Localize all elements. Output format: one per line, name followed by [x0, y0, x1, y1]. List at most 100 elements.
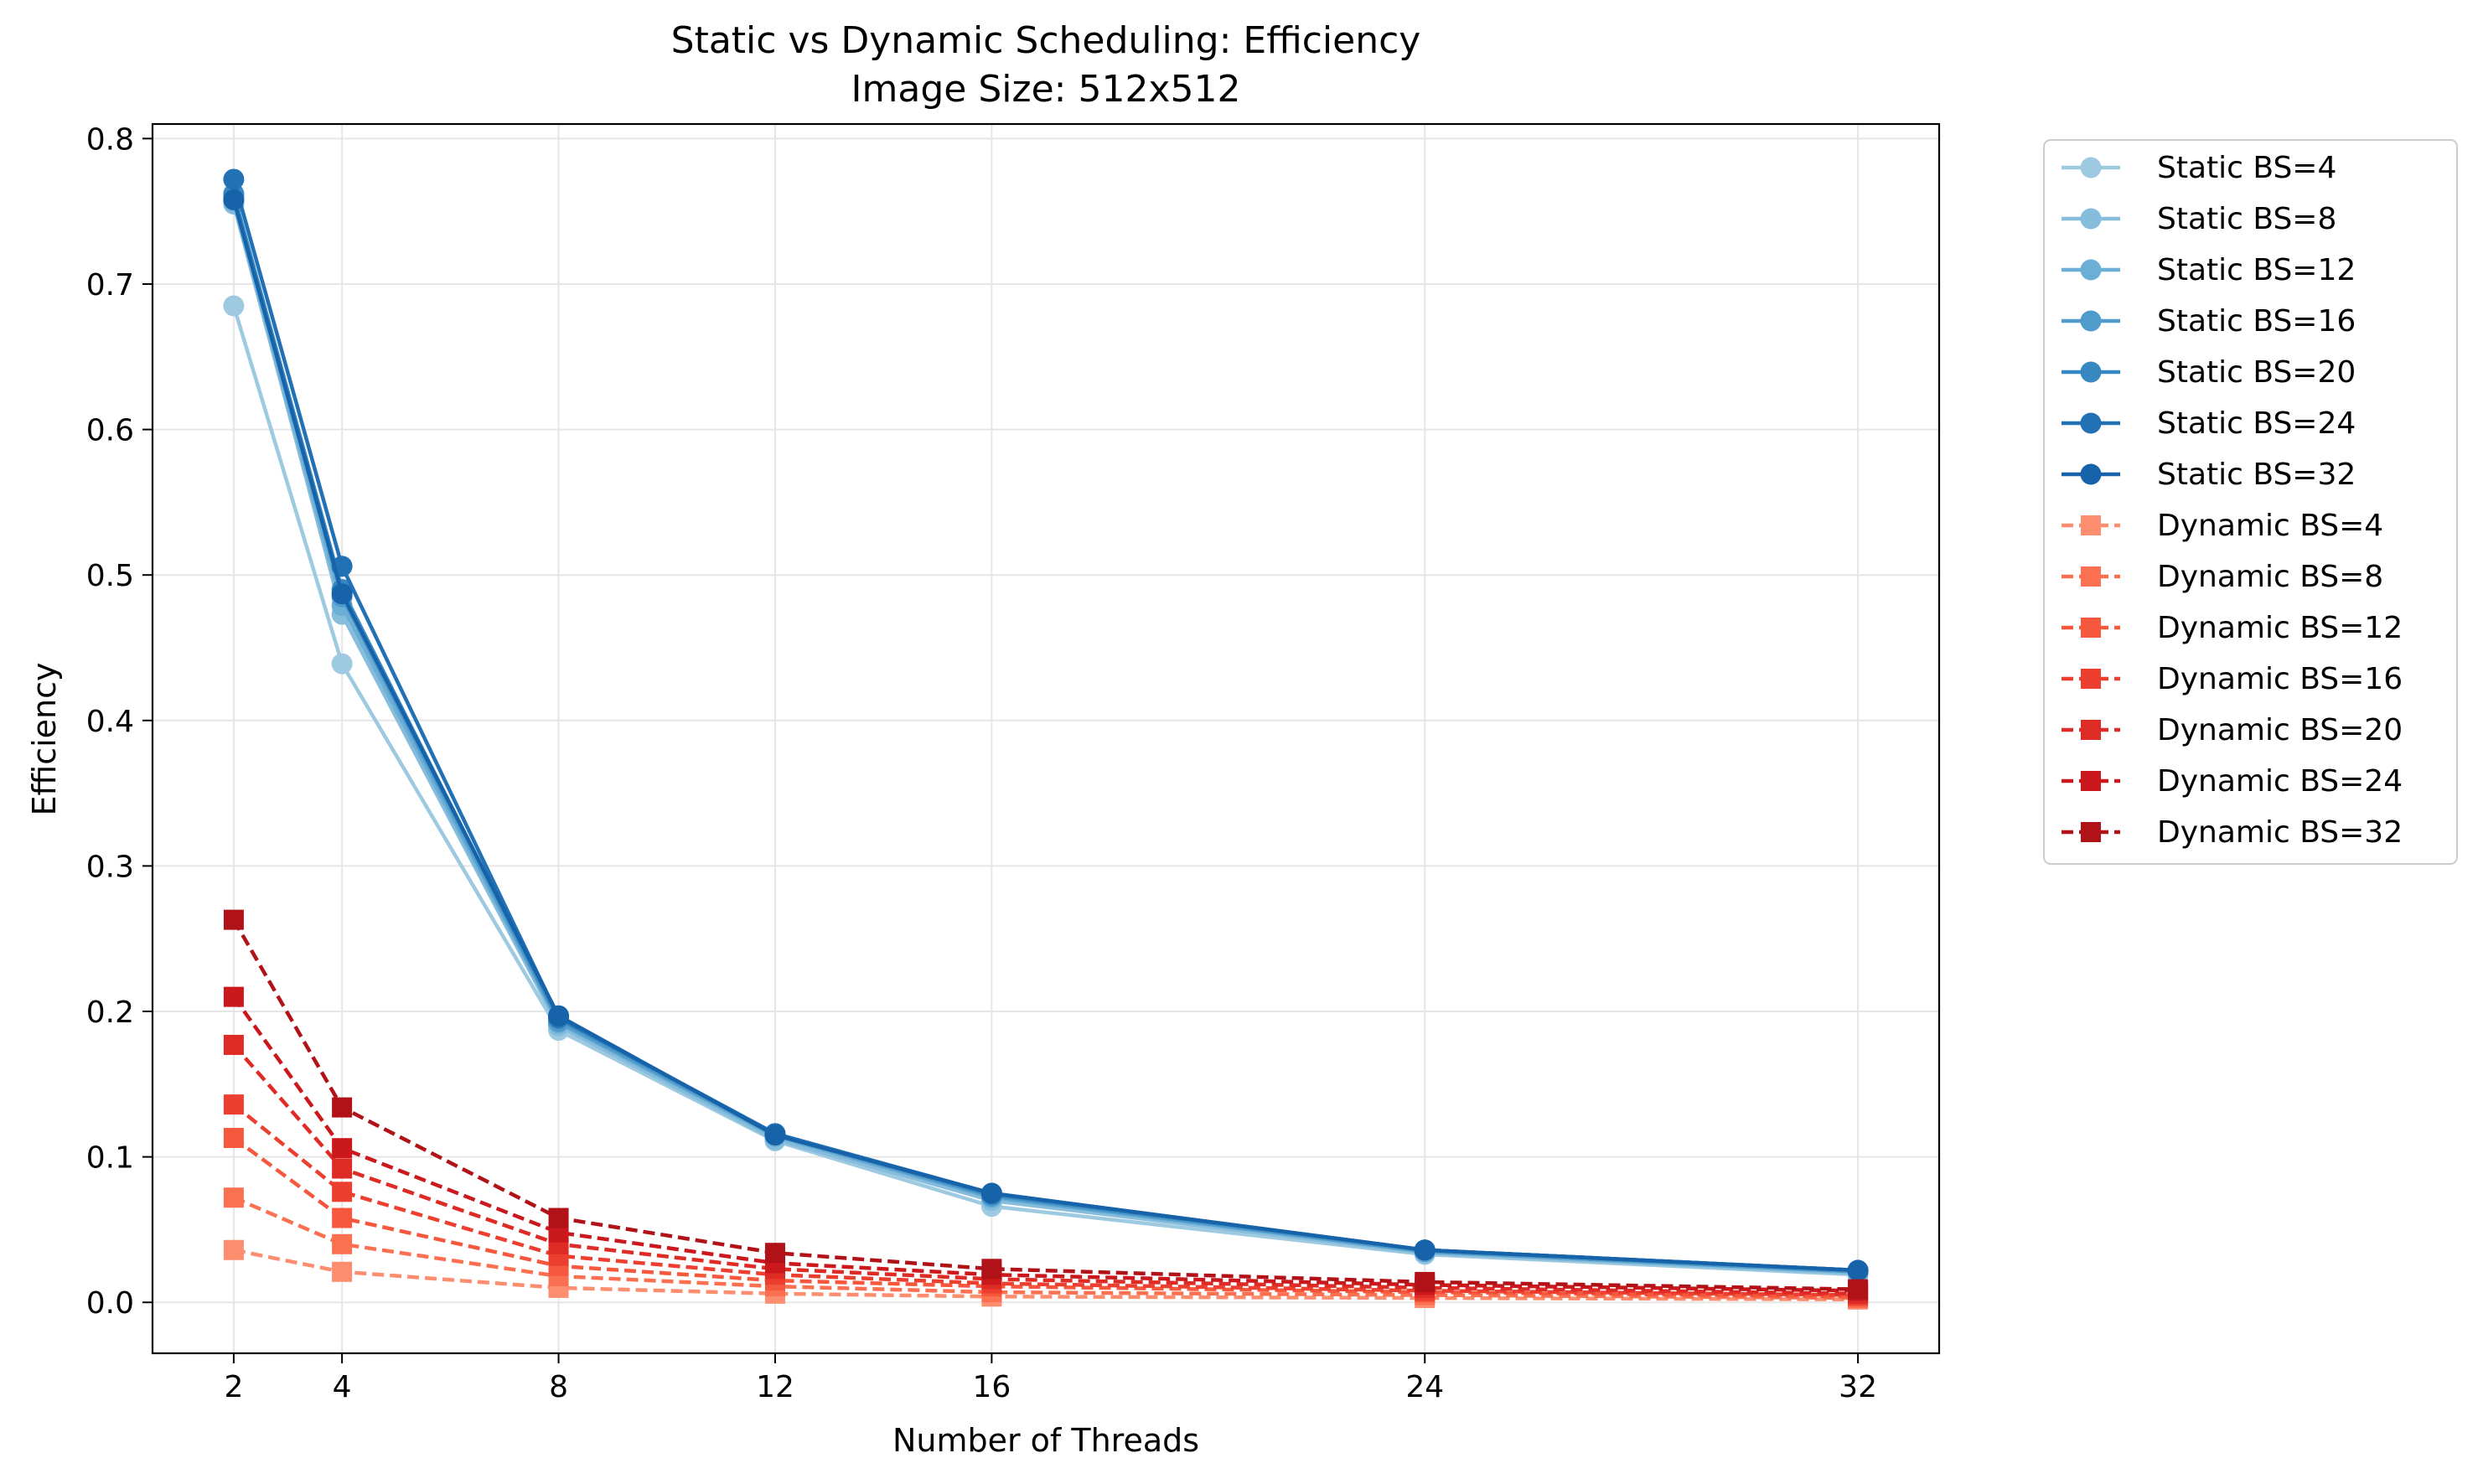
legend-label: Static BS=4	[2157, 151, 2336, 185]
x-tick-label: 24	[1405, 1370, 1444, 1404]
data-point	[1414, 1239, 1436, 1261]
data-point	[548, 1207, 569, 1228]
x-tick-label: 4	[333, 1370, 352, 1404]
y-tick-label: 0.2	[86, 995, 134, 1030]
legend-entries: Static BS=4 Static BS=8 Static BS=12 Static…	[2062, 151, 2403, 850]
data-point	[332, 1233, 353, 1254]
data-point	[331, 583, 353, 605]
grid	[153, 124, 1939, 1353]
legend-label: Static BS=32	[2157, 458, 2356, 492]
legend-entry: Dynamic BS=8	[2062, 560, 2383, 594]
y-axis-label: Efficiency	[26, 662, 63, 815]
x-tick-label: 32	[1839, 1370, 1877, 1404]
legend-marker	[2080, 208, 2102, 230]
data-point	[332, 1138, 353, 1159]
series-static-bs-32	[223, 189, 1869, 1281]
legend-entry: Dynamic BS=4	[2062, 509, 2383, 543]
legend-entry: Dynamic BS=32	[2062, 815, 2403, 850]
y-tick-label: 0.0	[86, 1286, 134, 1321]
legend-label: Dynamic BS=12	[2157, 611, 2403, 645]
legend-marker	[2080, 412, 2102, 434]
legend-label: Dynamic BS=24	[2157, 764, 2403, 799]
legend-entry: Static BS=8	[2062, 202, 2336, 236]
legend-marker	[2080, 361, 2102, 383]
x-tick-label: 8	[549, 1370, 568, 1404]
legend-marker	[2080, 310, 2102, 332]
data-point	[1847, 1259, 1869, 1281]
data-point	[332, 1097, 353, 1118]
legend-entry: Dynamic BS=20	[2062, 713, 2403, 747]
legend-entry: Static BS=32	[2062, 458, 2356, 492]
legend-marker	[2081, 669, 2101, 689]
y-tick-label: 0.6	[86, 414, 134, 448]
legend-label: Dynamic BS=4	[2157, 509, 2383, 543]
legend-entry: Dynamic BS=12	[2062, 611, 2403, 645]
y-tick-label: 0.8	[86, 122, 134, 157]
legend-entry: Dynamic BS=16	[2062, 662, 2403, 696]
data-point	[980, 1182, 1002, 1204]
data-point	[332, 1207, 353, 1228]
series-dynamic-bs-32	[223, 909, 1869, 1300]
data-point	[223, 168, 245, 190]
legend-entry: Static BS=24	[2062, 406, 2356, 441]
data-point	[1415, 1271, 1436, 1292]
data-point	[332, 1158, 353, 1179]
legend-label: Static BS=24	[2157, 406, 2356, 441]
chart-title: Static vs Dynamic Scheduling: Efficiency	[671, 19, 1421, 62]
legend-label: Dynamic BS=20	[2157, 713, 2403, 747]
y-tick-label: 0.7	[86, 268, 134, 302]
legend-label: Static BS=12	[2157, 253, 2356, 287]
data-point	[764, 1243, 785, 1264]
legend-marker	[2081, 515, 2101, 535]
legend-marker	[2080, 157, 2102, 178]
legend-entry: Dynamic BS=24	[2062, 764, 2403, 799]
legend-entry: Static BS=20	[2062, 355, 2356, 390]
legend-marker	[2081, 822, 2101, 842]
legend-entry: Static BS=16	[2062, 304, 2356, 339]
x-tick-label: 12	[756, 1370, 794, 1404]
data-point	[332, 1261, 353, 1282]
legend-marker	[2081, 720, 2101, 740]
plot-series	[223, 168, 1869, 1310]
x-tick-label: 2	[224, 1370, 243, 1404]
x-tick-label: 16	[972, 1370, 1011, 1404]
data-point	[764, 1125, 786, 1146]
y-tick-label: 0.3	[86, 850, 134, 884]
legend-label: Static BS=16	[2157, 304, 2356, 339]
legend-label: Dynamic BS=16	[2157, 662, 2403, 696]
legend-marker	[2081, 618, 2101, 638]
chart-subtitle: Image Size: 512x512	[851, 68, 1241, 111]
data-point	[223, 909, 244, 930]
legend-label: Dynamic BS=32	[2157, 815, 2403, 850]
x-axis-label: Number of Threads	[892, 1422, 1199, 1459]
legend-entry: Static BS=12	[2062, 253, 2356, 287]
legend-label: Static BS=8	[2157, 202, 2336, 236]
data-point	[223, 189, 245, 210]
y-tick-label: 0.4	[86, 705, 134, 739]
data-point	[981, 1259, 1002, 1280]
legend-label: Dynamic BS=8	[2157, 560, 2383, 594]
legend-entry: Static BS=4	[2062, 151, 2336, 185]
data-point	[223, 986, 244, 1007]
data-point	[223, 1094, 244, 1115]
data-point	[223, 1187, 244, 1208]
data-point	[331, 653, 353, 675]
legend-marker	[2081, 566, 2101, 587]
data-point	[1848, 1279, 1869, 1300]
legend-marker	[2080, 259, 2102, 281]
y-tick-label: 0.1	[86, 1141, 134, 1176]
legend-marker	[2080, 463, 2102, 485]
data-point	[223, 1239, 244, 1260]
legend-label: Static BS=20	[2157, 355, 2356, 390]
data-point	[223, 1034, 244, 1055]
plot-frame	[151, 122, 1941, 1355]
legend: Static BS=4 Static BS=8 Static BS=12 Static…	[2043, 139, 2458, 865]
legend-marker	[2081, 771, 2101, 791]
data-point	[223, 295, 245, 317]
data-point	[332, 1182, 353, 1202]
legend-box	[2043, 139, 2458, 865]
data-point	[548, 1005, 570, 1026]
axis-ticks: 2 4 8 12 16 24 320.00.10.20.30.40.50.60.70.8	[86, 122, 1877, 1404]
y-tick-label: 0.5	[86, 559, 134, 593]
